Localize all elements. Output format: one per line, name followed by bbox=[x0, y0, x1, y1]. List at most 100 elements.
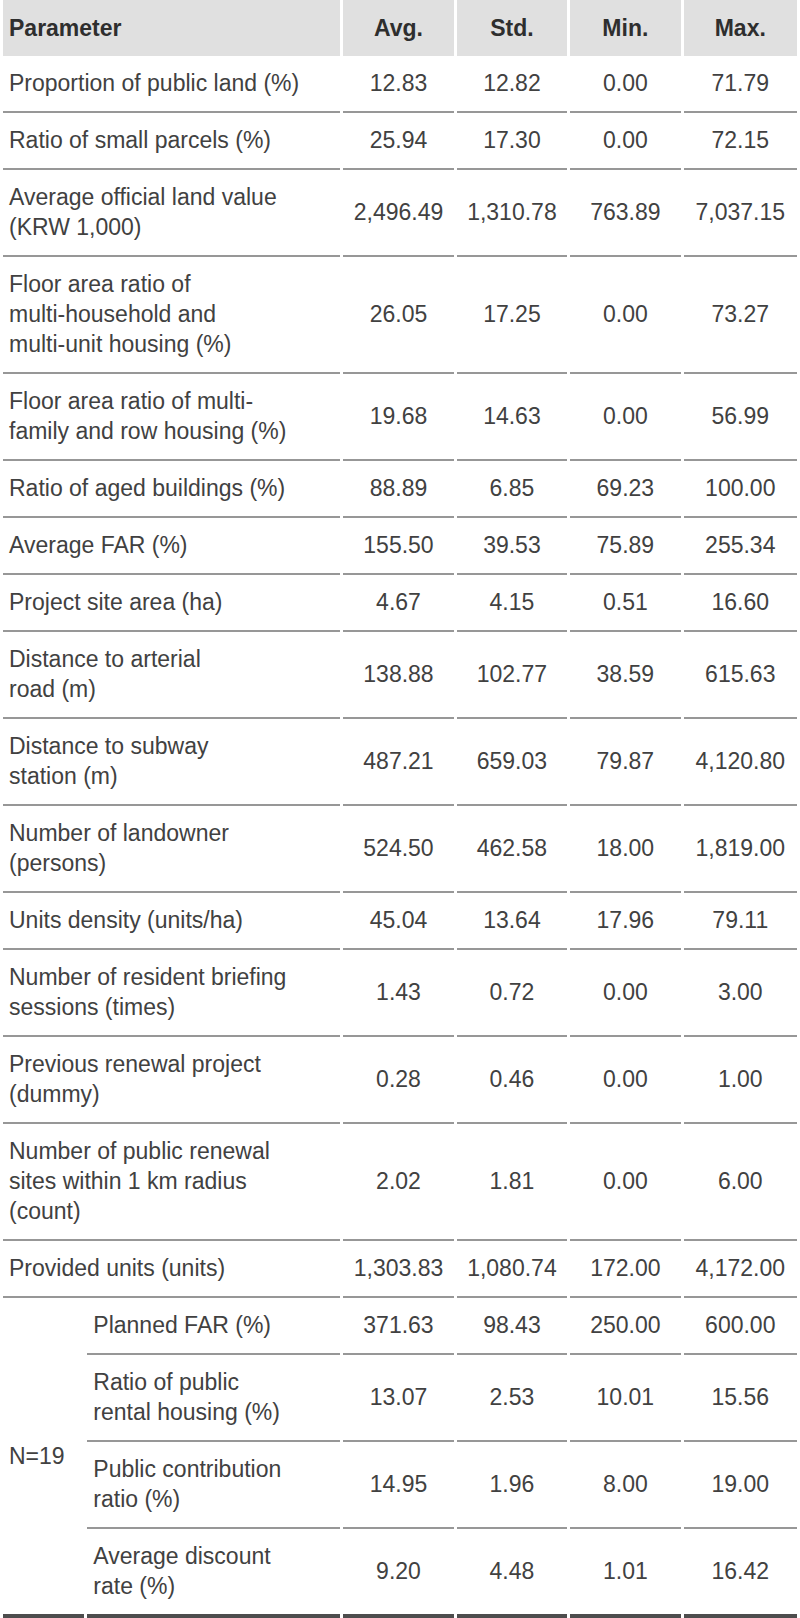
table-row: Previous renewal project (dummy)0.280.46… bbox=[3, 1037, 797, 1124]
std-cell: 0.72 bbox=[457, 950, 567, 1037]
max-cell: 16.60 bbox=[684, 575, 797, 632]
parameter-cell: Distance to arterial road (m) bbox=[3, 632, 340, 719]
avg-cell: 25.94 bbox=[343, 113, 453, 170]
min-cell: 0.00 bbox=[570, 56, 680, 113]
parameter-cell: Units density (units/ha) bbox=[3, 893, 340, 950]
table-row: Proportion of public land (%)12.8312.820… bbox=[3, 56, 797, 113]
table-row: Number of public renewal sites within 1 … bbox=[3, 1124, 797, 1241]
avg-cell: 13.07 bbox=[343, 1355, 453, 1442]
min-cell: 0.00 bbox=[570, 950, 680, 1037]
std-cell: 12.82 bbox=[457, 56, 567, 113]
avg-cell: 487.21 bbox=[343, 719, 453, 806]
table-row: Floor area ratio of multi- family and ro… bbox=[3, 374, 797, 461]
avg-cell: 1,303.83 bbox=[343, 1241, 453, 1298]
std-cell: 462.58 bbox=[457, 806, 567, 893]
avg-cell: 19.68 bbox=[343, 374, 453, 461]
max-cell: 4,120.80 bbox=[684, 719, 797, 806]
std-cell: 4.15 bbox=[457, 575, 567, 632]
avg-cell: 0.28 bbox=[343, 1037, 453, 1124]
std-cell: 1.81 bbox=[457, 1124, 567, 1241]
min-cell: 172.00 bbox=[570, 1241, 680, 1298]
column-header-std: Std. bbox=[457, 0, 567, 56]
table-row: Units density (units/ha)45.0413.6417.967… bbox=[3, 893, 797, 950]
std-cell: 6.85 bbox=[457, 461, 567, 518]
max-cell: 6.00 bbox=[684, 1124, 797, 1241]
min-cell: 0.00 bbox=[570, 257, 680, 374]
descriptive-statistics-table: Parameter Avg. Std. Min. Max. Proportion… bbox=[0, 0, 800, 1618]
max-cell: 73.27 bbox=[684, 257, 797, 374]
avg-cell: 2,496.49 bbox=[343, 170, 453, 257]
std-cell: 1,080.74 bbox=[457, 1241, 567, 1298]
max-cell: 615.63 bbox=[684, 632, 797, 719]
group-row: N=19Planned FAR (%)371.6398.43250.00600.… bbox=[3, 1298, 797, 1355]
max-cell: 56.99 bbox=[684, 374, 797, 461]
std-cell: 0.46 bbox=[457, 1037, 567, 1124]
avg-cell: 88.89 bbox=[343, 461, 453, 518]
max-cell: 71.79 bbox=[684, 56, 797, 113]
parameter-cell: Number of landowner (persons) bbox=[3, 806, 340, 893]
std-cell: 2.53 bbox=[457, 1355, 567, 1442]
avg-cell: 524.50 bbox=[343, 806, 453, 893]
min-cell: 0.00 bbox=[570, 113, 680, 170]
avg-cell: 12.83 bbox=[343, 56, 453, 113]
parameter-cell: Ratio of aged buildings (%) bbox=[3, 461, 340, 518]
parameter-cell: Average FAR (%) bbox=[3, 518, 340, 575]
avg-cell: 1.43 bbox=[343, 950, 453, 1037]
min-cell: 8.00 bbox=[570, 1442, 680, 1529]
table-row: Average FAR (%)155.5039.5375.89255.34 bbox=[3, 518, 797, 575]
std-cell: 39.53 bbox=[457, 518, 567, 575]
header-row: Parameter Avg. Std. Min. Max. bbox=[3, 0, 797, 56]
avg-cell: 2.02 bbox=[343, 1124, 453, 1241]
parameter-cell: Distance to subway station (m) bbox=[3, 719, 340, 806]
group-row: Average discount rate (%)9.204.481.0116.… bbox=[3, 1529, 797, 1618]
table-row: Number of landowner (persons)524.50462.5… bbox=[3, 806, 797, 893]
parameter-cell: Proportion of public land (%) bbox=[3, 56, 340, 113]
table-row: Ratio of aged buildings (%)88.896.8569.2… bbox=[3, 461, 797, 518]
avg-cell: 14.95 bbox=[343, 1442, 453, 1529]
parameter-cell: Planned FAR (%) bbox=[87, 1298, 340, 1355]
max-cell: 1,819.00 bbox=[684, 806, 797, 893]
max-cell: 1.00 bbox=[684, 1037, 797, 1124]
avg-cell: 26.05 bbox=[343, 257, 453, 374]
avg-cell: 138.88 bbox=[343, 632, 453, 719]
table-row: Project site area (ha)4.674.150.5116.60 bbox=[3, 575, 797, 632]
min-cell: 0.00 bbox=[570, 374, 680, 461]
table-row: Ratio of small parcels (%)25.9417.300.00… bbox=[3, 113, 797, 170]
std-cell: 4.48 bbox=[457, 1529, 567, 1618]
avg-cell: 155.50 bbox=[343, 518, 453, 575]
max-cell: 100.00 bbox=[684, 461, 797, 518]
max-cell: 79.11 bbox=[684, 893, 797, 950]
max-cell: 600.00 bbox=[684, 1298, 797, 1355]
avg-cell: 45.04 bbox=[343, 893, 453, 950]
std-cell: 659.03 bbox=[457, 719, 567, 806]
group-label-cell: N=19 bbox=[3, 1298, 84, 1618]
std-cell: 102.77 bbox=[457, 632, 567, 719]
column-header-max: Max. bbox=[684, 0, 797, 56]
column-header-min: Min. bbox=[570, 0, 680, 56]
parameter-cell: Floor area ratio of multi-household and … bbox=[3, 257, 340, 374]
max-cell: 15.56 bbox=[684, 1355, 797, 1442]
min-cell: 38.59 bbox=[570, 632, 680, 719]
std-cell: 13.64 bbox=[457, 893, 567, 950]
min-cell: 0.51 bbox=[570, 575, 680, 632]
table-body: Proportion of public land (%)12.8312.820… bbox=[3, 56, 797, 1618]
max-cell: 3.00 bbox=[684, 950, 797, 1037]
min-cell: 1.01 bbox=[570, 1529, 680, 1618]
avg-cell: 9.20 bbox=[343, 1529, 453, 1618]
min-cell: 18.00 bbox=[570, 806, 680, 893]
table-row: Distance to arterial road (m)138.88102.7… bbox=[3, 632, 797, 719]
min-cell: 0.00 bbox=[570, 1037, 680, 1124]
parameter-cell: Floor area ratio of multi- family and ro… bbox=[3, 374, 340, 461]
min-cell: 17.96 bbox=[570, 893, 680, 950]
parameter-cell: Public contribution ratio (%) bbox=[87, 1442, 340, 1529]
parameter-cell: Previous renewal project (dummy) bbox=[3, 1037, 340, 1124]
min-cell: 10.01 bbox=[570, 1355, 680, 1442]
std-cell: 98.43 bbox=[457, 1298, 567, 1355]
parameter-cell: Provided units (units) bbox=[3, 1241, 340, 1298]
std-cell: 1.96 bbox=[457, 1442, 567, 1529]
min-cell: 250.00 bbox=[570, 1298, 680, 1355]
table-row: Floor area ratio of multi-household and … bbox=[3, 257, 797, 374]
max-cell: 16.42 bbox=[684, 1529, 797, 1618]
group-row: Ratio of public rental housing (%)13.072… bbox=[3, 1355, 797, 1442]
min-cell: 79.87 bbox=[570, 719, 680, 806]
